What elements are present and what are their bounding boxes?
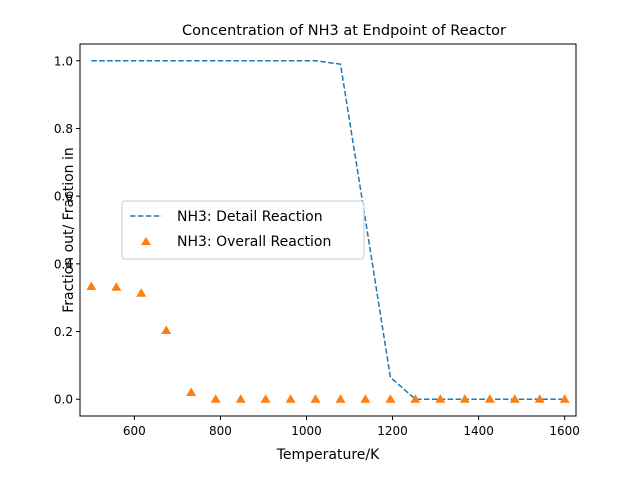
- y-axis-label: Fraction out/ Fraction in: [61, 147, 77, 313]
- legend-box: [121, 200, 365, 260]
- series-layer: [86, 60, 570, 403]
- data-point-overall-reaction: [186, 387, 197, 396]
- data-point-overall-reaction: [260, 394, 271, 403]
- data-point-overall-reaction: [285, 394, 296, 403]
- chart-title: Concentration of NH3 at Endpoint of Reac…: [182, 23, 506, 39]
- x-axis: 600 800 1000 1200 1400 1600: [123, 416, 580, 438]
- series-line-detail-reaction: [91, 60, 565, 400]
- x-tick-label: 1600: [549, 424, 580, 438]
- x-tick-label: 1000: [291, 424, 322, 438]
- y-tick-label: 0.4: [54, 257, 73, 271]
- x-tick-label: 1400: [463, 424, 494, 438]
- data-point-overall-reaction: [484, 394, 495, 403]
- legend-label-detail: NH3: Detail Reaction: [177, 209, 323, 225]
- legend: NH3: Detail Reaction NH3: Overall Reacti…: [121, 200, 365, 260]
- data-point-overall-reaction: [459, 394, 470, 403]
- data-point-overall-reaction: [86, 281, 97, 291]
- x-axis-label: Temperature/K: [276, 447, 380, 463]
- data-point-overall-reaction: [335, 394, 346, 403]
- x-tick-label: 600: [123, 424, 146, 438]
- y-tick-label: 0.0: [54, 393, 73, 407]
- x-tick-label: 1200: [377, 424, 408, 438]
- data-point-overall-reaction: [310, 394, 321, 403]
- data-point-overall-reaction: [559, 394, 570, 403]
- y-axis: 0.0 0.2 0.4 0.6 0.8 1.0: [54, 54, 80, 407]
- y-tick-label: 1.0: [54, 54, 73, 68]
- plot-area: 600 800 1000 1200 1400 1600 0.0 0.2 0.4 0.6 0.8 1.…: [54, 43, 580, 438]
- legend-label-overall: NH3: Overall Reaction: [177, 234, 331, 250]
- axes-frame: [79, 43, 577, 417]
- data-point-overall-reaction: [534, 394, 545, 403]
- data-point-overall-reaction: [235, 394, 246, 403]
- data-point-overall-reaction: [360, 394, 371, 403]
- y-tick-label: 0.6: [54, 190, 73, 204]
- legend-marker-overall: [141, 237, 151, 245]
- data-point-overall-reaction: [509, 394, 520, 403]
- data-point-overall-reaction: [410, 394, 421, 403]
- y-tick-label: 0.2: [54, 325, 73, 339]
- data-point-overall-reaction: [435, 394, 446, 403]
- data-point-overall-reaction: [136, 288, 147, 297]
- data-point-overall-reaction: [111, 282, 122, 291]
- data-point-overall-reaction: [385, 394, 396, 403]
- data-point-overall-reaction: [161, 325, 172, 335]
- data-point-overall-reaction: [210, 394, 221, 403]
- y-tick-label: 0.8: [54, 122, 73, 136]
- x-tick-label: 800: [209, 424, 232, 438]
